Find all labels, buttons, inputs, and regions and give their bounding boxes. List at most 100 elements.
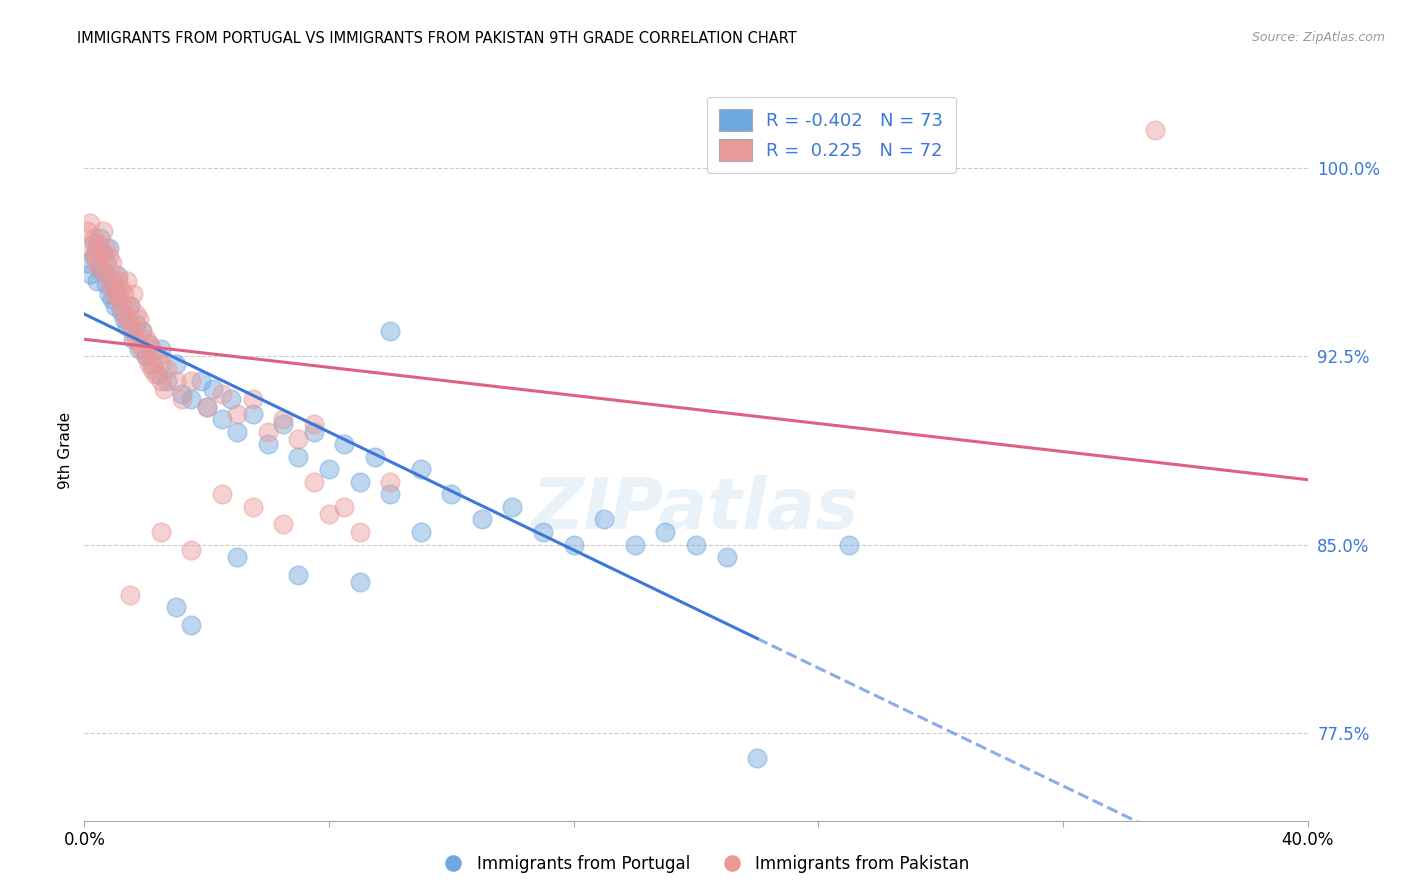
Point (146, 367, 169, 381)
Point (76, 256, 98, 270)
Point (271, 517, 294, 532)
Point (141, 342, 163, 356)
Point (838, 538, 860, 552)
Point (440, 487, 463, 501)
Point (562, 538, 585, 552)
Point (101, 292, 124, 306)
Point (125, 307, 148, 321)
Point (135, 349, 157, 363)
Point (107, 289, 129, 303)
Point (271, 417, 294, 431)
Point (91, 224, 114, 238)
Text: ZIPatlas: ZIPatlas (533, 475, 859, 544)
Point (172, 392, 194, 406)
Point (349, 524, 371, 539)
Point (149, 375, 172, 389)
Point (302, 425, 325, 439)
Point (242, 500, 264, 514)
Point (257, 437, 280, 451)
Point (94, 256, 117, 270)
Point (107, 274, 129, 288)
Point (120, 317, 142, 331)
Point (143, 367, 166, 381)
Point (112, 307, 135, 321)
Point (149, 357, 172, 371)
Point (83, 249, 105, 263)
Point (141, 362, 163, 376)
Point (91, 264, 114, 278)
Text: IMMIGRANTS FROM PORTUGAL VS IMMIGRANTS FROM PAKISTAN 9TH GRADE CORRELATION CHART: IMMIGRANTS FROM PORTUGAL VS IMMIGRANTS F… (77, 31, 797, 46)
Point (409, 524, 432, 539)
Point (101, 274, 124, 288)
Point (318, 462, 340, 476)
Point (471, 512, 494, 526)
Point (128, 311, 150, 326)
Point (97, 242, 120, 256)
Point (153, 382, 176, 396)
Point (364, 450, 387, 464)
Point (128, 342, 150, 356)
Point (131, 324, 153, 338)
Point (91, 246, 114, 260)
Point (89, 261, 111, 276)
Point (531, 524, 554, 539)
Point (149, 524, 172, 539)
Point (180, 375, 202, 389)
Point (716, 550, 738, 565)
Point (226, 407, 249, 421)
Point (91, 249, 114, 263)
Point (104, 267, 127, 281)
Point (211, 487, 233, 501)
Point (79, 242, 101, 256)
Point (128, 336, 150, 351)
Point (333, 500, 356, 514)
Point (138, 336, 160, 351)
Point (104, 282, 127, 296)
Point (115, 311, 138, 326)
Point (685, 538, 707, 552)
Point (302, 417, 325, 431)
Point (86, 236, 108, 251)
Point (97, 274, 120, 288)
Point (165, 357, 187, 371)
Point (97, 249, 120, 263)
Point (115, 274, 138, 288)
Point (165, 600, 187, 615)
Point (131, 342, 153, 356)
Text: Source: ZipAtlas.com: Source: ZipAtlas.com (1251, 31, 1385, 45)
Point (624, 538, 647, 552)
Point (141, 357, 163, 371)
Point (146, 349, 169, 363)
Point (654, 524, 676, 539)
Point (349, 575, 371, 590)
Point (502, 500, 524, 514)
Point (287, 432, 309, 446)
Point (120, 588, 142, 602)
Point (165, 375, 187, 389)
Point (94, 277, 117, 291)
Point (86, 274, 108, 288)
Point (83, 236, 105, 251)
Point (257, 425, 280, 439)
Point (83, 231, 105, 245)
Point (112, 311, 135, 326)
Point (211, 412, 233, 426)
Point (242, 407, 264, 421)
Point (349, 475, 371, 489)
Legend: Immigrants from Portugal, Immigrants from Pakistan: Immigrants from Portugal, Immigrants fro… (430, 848, 976, 880)
Point (226, 425, 249, 439)
Legend: R = -0.402   N = 73, R =  0.225   N = 72: R = -0.402 N = 73, R = 0.225 N = 72 (707, 96, 956, 173)
Point (104, 299, 127, 313)
Point (101, 256, 124, 270)
Point (83, 249, 105, 263)
Point (86, 242, 108, 256)
Point (125, 317, 148, 331)
Point (131, 324, 153, 338)
Point (195, 400, 218, 414)
Point (172, 387, 194, 401)
Point (94, 267, 117, 281)
Point (97, 286, 120, 301)
Point (180, 618, 202, 632)
Point (149, 342, 172, 356)
Y-axis label: 9th Grade: 9th Grade (58, 412, 73, 489)
